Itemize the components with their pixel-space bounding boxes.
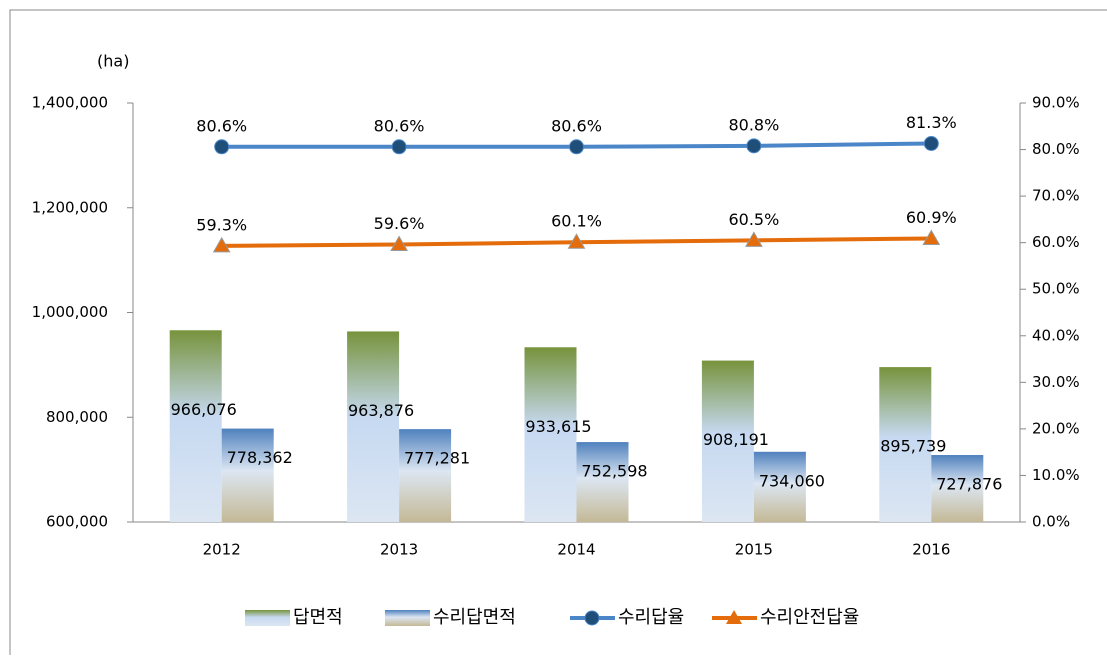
y-tick-label: 1,400,000 [32, 94, 108, 112]
bar-label: 727,876 [936, 475, 1002, 494]
marker [391, 139, 407, 155]
legend-label: 답면적 [293, 607, 343, 628]
bar-label: 895,739 [880, 437, 946, 456]
line-label: 81.3% [906, 113, 957, 132]
legend-marker [726, 610, 742, 624]
y-tick-label: 1,200,000 [32, 198, 108, 216]
y2-tick-label: 40.0% [1032, 326, 1080, 344]
bar [399, 429, 452, 522]
bar-label: 963,876 [348, 401, 414, 420]
marker [567, 233, 586, 249]
marker [212, 236, 231, 253]
y2-tick-label: 70.0% [1032, 187, 1080, 205]
line-label: 60.1% [551, 212, 602, 231]
y2-tick-label: 10.0% [1032, 466, 1080, 484]
marker [390, 235, 408, 252]
y2-tick-label: 30.0% [1032, 373, 1080, 391]
legend-label: 수리안전답율 [760, 607, 859, 628]
x-tick-label: 2012 [203, 541, 241, 559]
legend-label: 수리답면적 [433, 607, 516, 628]
y2-tick-label: 50.0% [1032, 280, 1080, 298]
marker [745, 231, 763, 247]
bar [753, 451, 806, 522]
bar [701, 360, 754, 522]
y-tick-label: 600,000 [46, 513, 108, 531]
line-label: 80.8% [728, 115, 779, 134]
bar-label: 933,615 [525, 417, 591, 436]
bar [879, 367, 932, 522]
marker [923, 136, 939, 152]
y-tick-label: 1,000,000 [32, 303, 108, 321]
line-label: 60.9% [906, 208, 957, 227]
x-tick-label: 2015 [735, 541, 773, 559]
y2-tick-label: 80.0% [1032, 140, 1080, 158]
bar [931, 455, 984, 522]
bar [524, 347, 577, 522]
line-label: 80.6% [551, 116, 602, 135]
x-tick-label: 2016 [912, 541, 950, 559]
y-tick-label: 800,000 [46, 408, 108, 426]
x-tick-label: 2013 [380, 541, 418, 559]
marker [746, 138, 762, 154]
x-tick-label: 2014 [557, 541, 595, 559]
bar [221, 428, 274, 522]
legend-swatch [385, 610, 430, 626]
y2-tick-label: 60.0% [1032, 233, 1080, 251]
legend-swatch [245, 610, 290, 626]
bar-label: 778,362 [227, 448, 293, 467]
line-label: 80.6% [196, 116, 247, 135]
bar-label: 734,060 [759, 471, 825, 490]
bar-label: 777,281 [404, 449, 470, 468]
unit-label: (ha) [97, 52, 129, 71]
line-label: 80.6% [374, 116, 425, 135]
line-label: 59.6% [374, 214, 425, 233]
line-label: 59.3% [196, 215, 247, 234]
bar-label: 966,076 [171, 400, 237, 419]
frame [9, 9, 1107, 655]
y2-tick-label: 20.0% [1032, 419, 1080, 437]
marker [922, 229, 941, 245]
bar [169, 330, 222, 522]
legend-label: 수리답율 [618, 607, 684, 628]
bar [347, 331, 400, 522]
marker [214, 139, 230, 155]
line-label: 60.5% [728, 210, 779, 229]
legend-marker [584, 610, 600, 626]
bar [576, 442, 629, 522]
marker [569, 139, 584, 155]
bar-label: 908,191 [703, 430, 769, 449]
y2-tick-label: 0.0% [1032, 513, 1070, 531]
y2-tick-label: 90.0% [1032, 94, 1080, 112]
bar-label: 752,598 [581, 462, 647, 481]
